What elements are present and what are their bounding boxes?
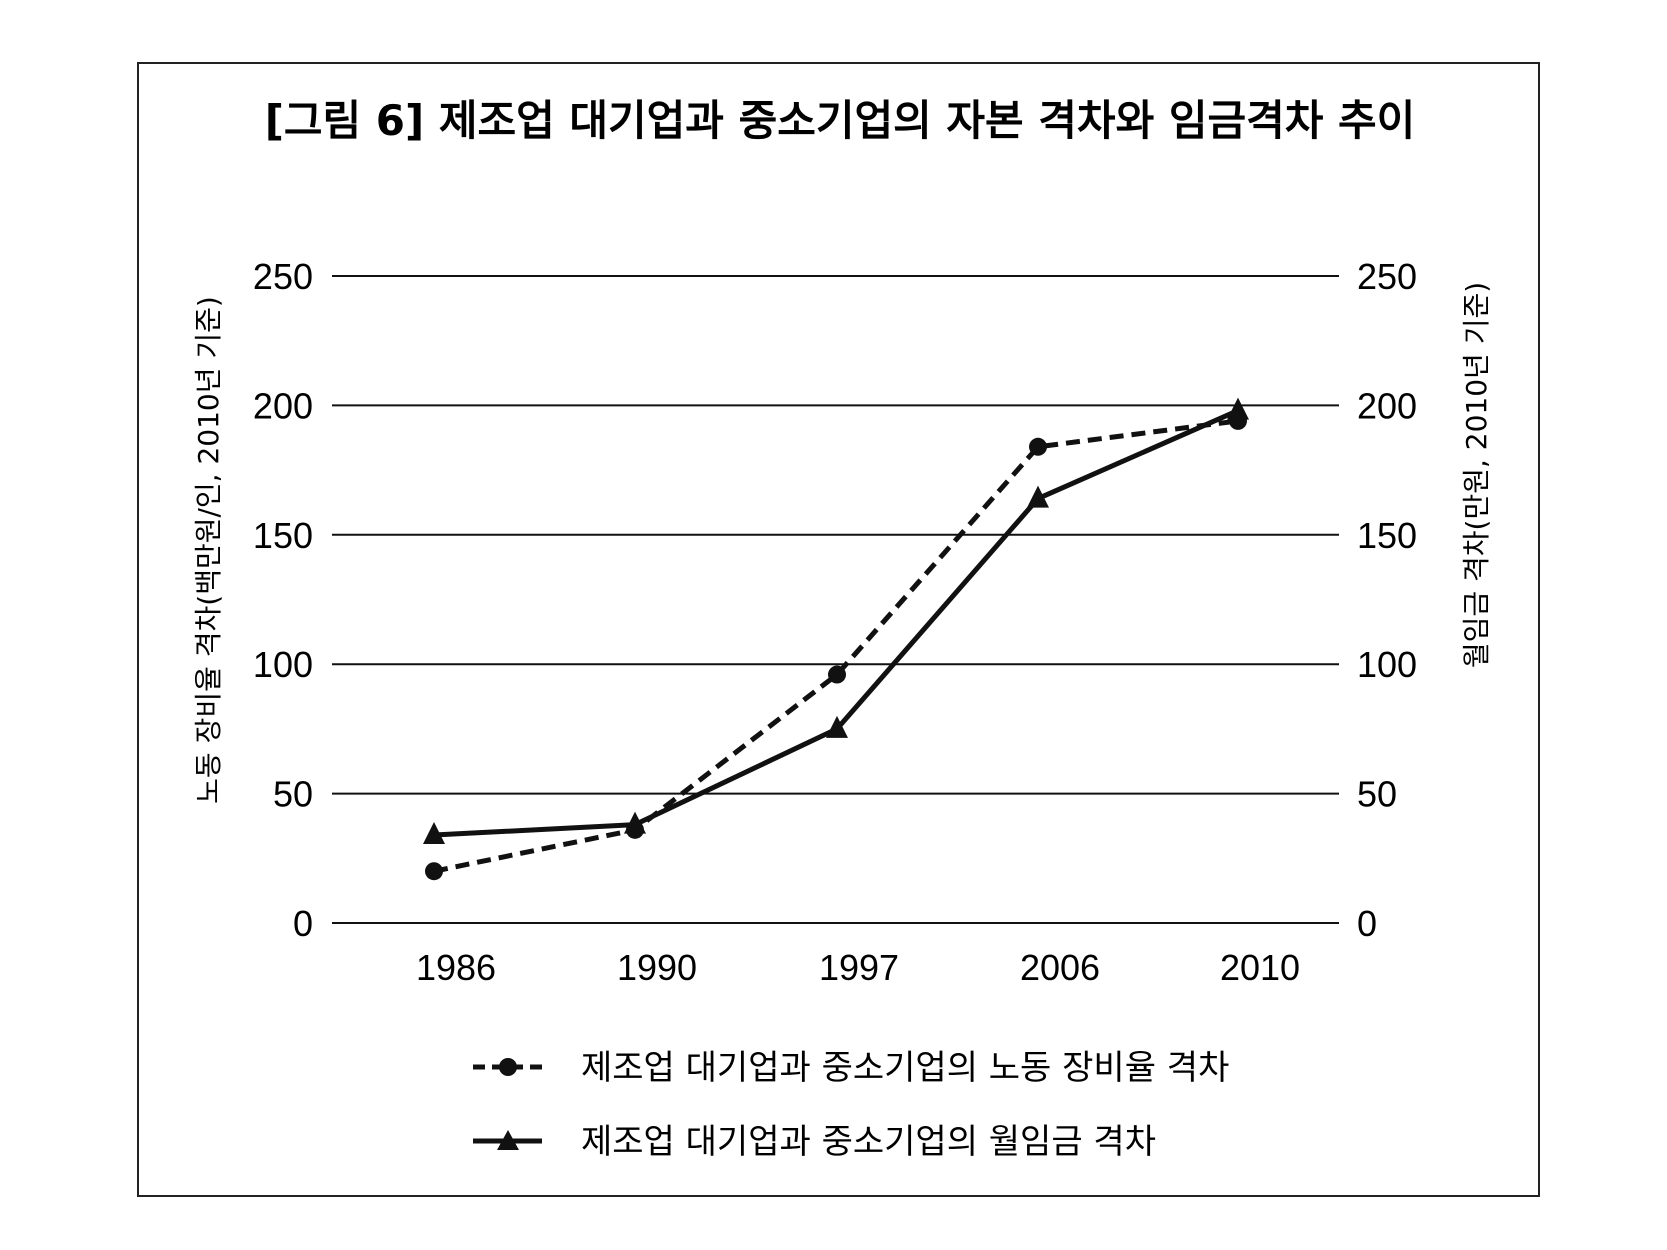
data-point-circle: [1029, 437, 1047, 456]
legend-marker-triangle: [497, 1130, 519, 1150]
y-tick-label-right: 250: [1357, 256, 1417, 297]
series-line-1: [433, 408, 1240, 838]
data-point-triangle: [1027, 485, 1049, 508]
y-tick-label-left: 250: [253, 256, 313, 297]
legend-marker-circle: [499, 1058, 517, 1076]
series-line-0: [433, 418, 1239, 874]
y-tick-label-right: 50: [1357, 774, 1397, 815]
y-tick-label-left: 150: [253, 515, 313, 556]
x-tick-label: 1997: [819, 947, 899, 988]
x-tick-label: 2010: [1220, 947, 1300, 988]
legend-label-0: 제조업 대기업과 중소기업의 노동 장비율 격차: [581, 1048, 1229, 1088]
legend-label-1: 제조업 대기업과 중소기업의 월임금 격차: [581, 1122, 1156, 1162]
x-tick-label: 1990: [617, 947, 697, 988]
y-tick-label-right: 200: [1357, 385, 1417, 426]
data-point-triangle: [624, 811, 646, 834]
data-point-triangle: [826, 715, 848, 738]
x-tick-label: 2006: [1020, 947, 1100, 988]
y-axis-label-left: 노동 장비율 격차(백만원/인, 2010년 기준): [192, 296, 225, 804]
chart-frame: [137, 62, 1540, 1197]
data-point-triangle: [423, 822, 445, 845]
x-tick-label: 1986: [416, 947, 496, 988]
y-axis-label-right: 월임금 격차(만원, 2010년 기준): [1460, 282, 1493, 668]
y-tick-label-left: 200: [253, 385, 313, 426]
y-tick-label-right: 100: [1357, 644, 1417, 685]
y-tick-label-left: 100: [253, 644, 313, 685]
y-tick-label-left: 0: [293, 903, 313, 944]
chart-title: [그림 6] 제조업 대기업과 중소기업의 자본 격차와 임금격차 추이: [265, 96, 1416, 145]
data-point-triangle: [1227, 397, 1249, 420]
y-tick-label-left: 50: [273, 774, 313, 815]
y-tick-label-right: 150: [1357, 515, 1417, 556]
data-point-circle: [828, 665, 846, 684]
y-tick-label-right: 0: [1357, 903, 1377, 944]
data-point-circle: [425, 862, 443, 881]
